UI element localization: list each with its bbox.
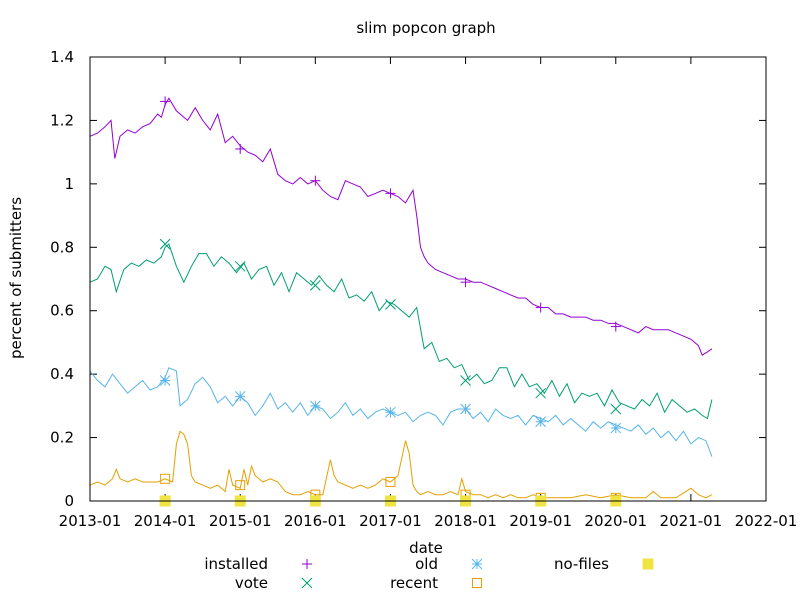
marker-old: [159, 375, 171, 386]
marker-installed: [385, 188, 396, 199]
y-tick-label: 0.6: [50, 302, 74, 320]
marker-vote: [460, 375, 471, 386]
marker-installed: [235, 143, 246, 154]
y-tick-label: 1.2: [50, 111, 74, 129]
x-tick-label: 2014-01: [134, 512, 197, 530]
y-axis-label: percent of submitters: [7, 197, 25, 359]
legend-label-old: old: [415, 555, 438, 573]
marker-installed: [460, 277, 471, 288]
x-axis-label: date: [409, 539, 443, 557]
marker-vote: [610, 403, 622, 415]
x-tick-label: 2015-01: [209, 512, 272, 530]
chart-title: slim popcon graph: [356, 19, 495, 37]
legend-marker-old: [471, 558, 483, 570]
marker-recent: [385, 476, 396, 487]
marker-old: [385, 406, 396, 418]
x-tick-label: 2022-01: [735, 512, 798, 530]
marker-old: [610, 422, 622, 434]
legend-label-no-files: no-files: [554, 555, 609, 573]
series-line-vote: [89, 243, 713, 420]
marker-old: [309, 400, 321, 412]
x-tick-label: 2013-01: [59, 512, 122, 530]
marker-recent: [160, 473, 171, 484]
legend-marker-recent: [472, 578, 482, 588]
x-tick-label: 2019-01: [509, 512, 572, 530]
legend-label-installed: installed: [204, 555, 268, 573]
series-line-recent: [89, 430, 713, 499]
marker-vote: [385, 299, 396, 310]
y-tick-label: 0.2: [50, 429, 74, 447]
marker-vote: [535, 387, 547, 399]
x-tick-label: 2020-01: [584, 512, 647, 530]
marker-installed: [610, 321, 621, 332]
y-tick-label: 1: [64, 175, 74, 193]
marker-installed: [535, 302, 546, 313]
marker-installed: [160, 96, 171, 107]
x-tick-label: 2021-01: [660, 512, 723, 530]
legend-label-recent: recent: [390, 574, 438, 592]
marker-old: [234, 390, 246, 402]
legend-marker-vote: [301, 577, 313, 589]
legend-marker-installed: [302, 559, 312, 569]
x-tick-label: 2018-01: [434, 512, 497, 530]
plot-frame: [89, 56, 767, 502]
series-line-old: [89, 367, 713, 457]
y-tick-label: 0.4: [50, 365, 74, 383]
y-tick-label: 0: [64, 492, 74, 510]
x-tick-label: 2016-01: [284, 512, 347, 530]
x-tick-label: 2017-01: [359, 512, 422, 530]
marker-installed: [310, 175, 321, 186]
marker-vote: [234, 260, 246, 272]
marker-recent: [235, 480, 246, 491]
y-tick-label: 1.4: [50, 48, 74, 66]
y-tick-label: 0.8: [50, 238, 74, 256]
marker-vote: [309, 279, 321, 291]
marker-vote: [159, 238, 171, 250]
legend-marker-no-files: [642, 558, 654, 570]
marker-old: [535, 416, 547, 428]
series-line-installed: [89, 97, 713, 356]
legend-label-vote: vote: [235, 574, 268, 592]
marker-old: [460, 403, 471, 415]
